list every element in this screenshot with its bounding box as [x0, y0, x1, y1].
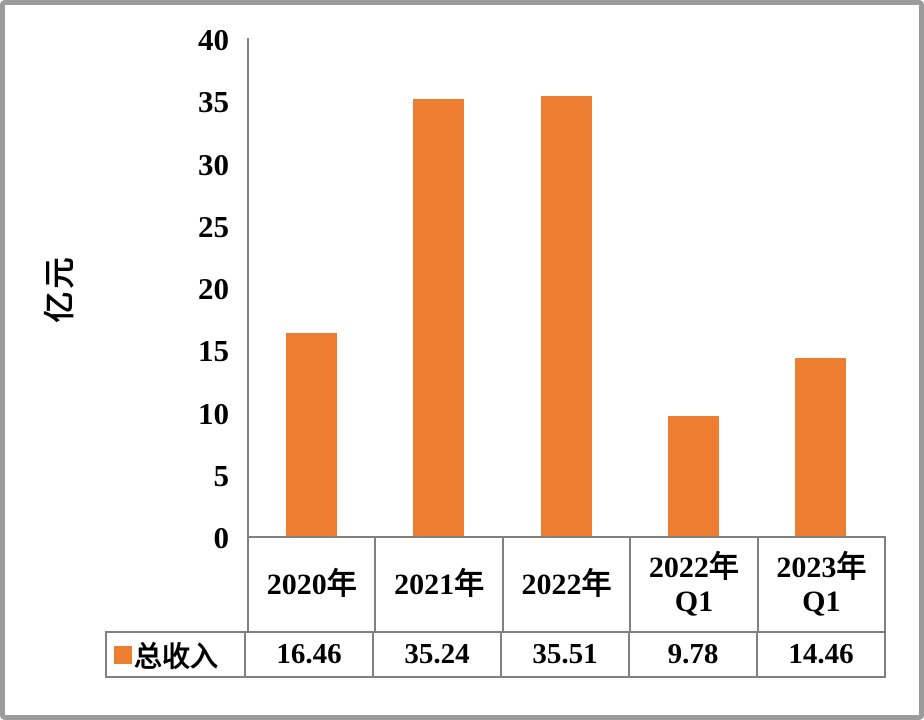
category-header-row: 2020年 2021年 2022年 2022年 Q1 2023年 Q1 [247, 536, 886, 633]
y-tick-label: 40 [198, 21, 229, 57]
value-cell: 35.24 [374, 633, 502, 676]
y-axis-ticks: 0 5 10 15 20 25 30 35 40 [5, 24, 230, 553]
y-tick-label: 0 [213, 519, 230, 555]
y-tick-label: 35 [198, 83, 229, 119]
plot-area [248, 40, 884, 538]
legend-cell: 总收入 [107, 633, 246, 676]
y-tick-label: 15 [198, 332, 229, 368]
y-axis-line [247, 38, 249, 538]
y-tick-label: 10 [198, 395, 229, 431]
bar [286, 333, 337, 538]
bar [795, 358, 846, 538]
bar [668, 416, 719, 538]
bar [541, 96, 592, 538]
y-tick-label: 5 [213, 457, 230, 493]
y-tick-label: 20 [198, 270, 229, 306]
category-label: 2020年 [249, 538, 377, 631]
y-tick-label: 30 [198, 146, 229, 182]
value-cell: 16.46 [246, 633, 374, 676]
value-cell: 35.51 [502, 633, 630, 676]
category-label: 2021年 [376, 538, 504, 631]
y-tick-label: 25 [198, 208, 229, 244]
data-table-row: 总收入 16.46 35.24 35.51 9.78 14.46 [105, 631, 886, 678]
value-cell: 14.46 [788, 638, 854, 670]
category-label: 2022年 [504, 538, 632, 631]
category-label: 2023年 Q1 [776, 550, 867, 618]
legend-label: 总收入 [134, 641, 219, 673]
legend-swatch-icon [114, 645, 132, 664]
category-label: 2022年 Q1 [631, 538, 759, 631]
value-cell: 9.78 [630, 633, 758, 676]
bar [413, 99, 464, 538]
